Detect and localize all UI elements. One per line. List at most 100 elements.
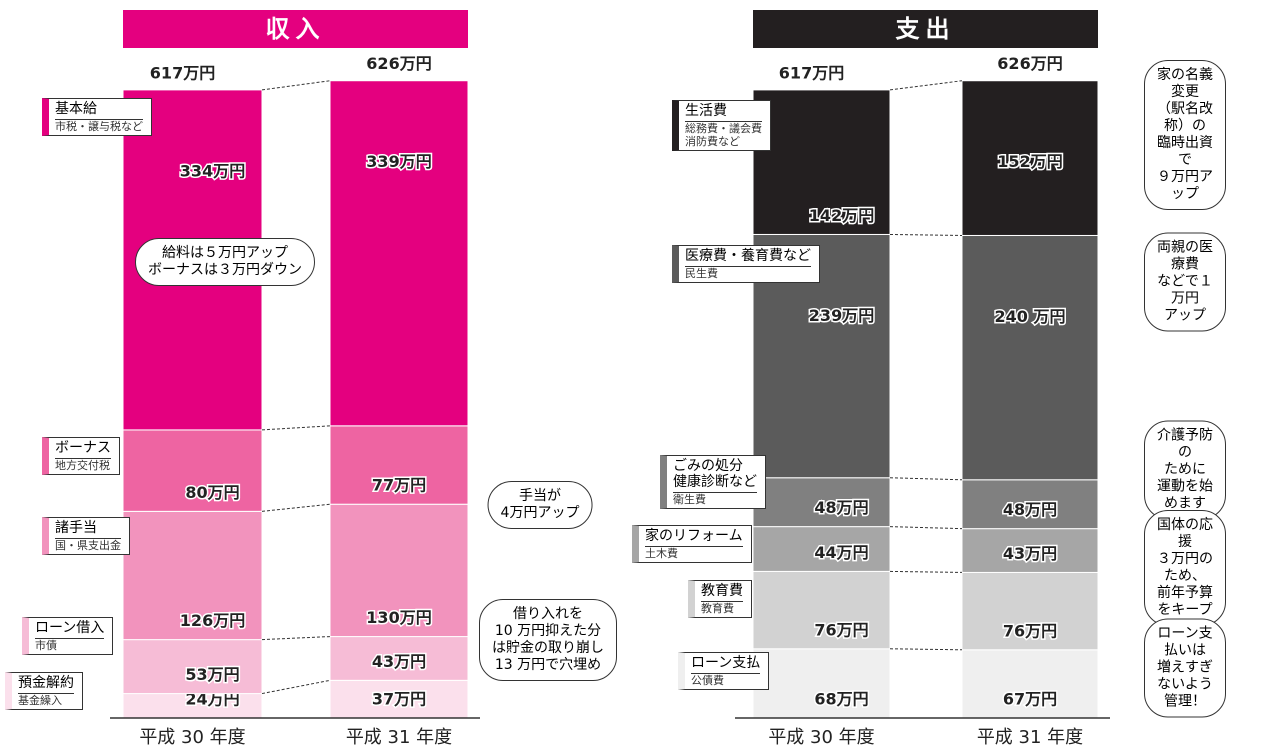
- category-box: ローン支払 公債費: [678, 652, 770, 690]
- bar-segment: [329, 503, 469, 638]
- connector: [261, 425, 331, 431]
- title-banner: [123, 10, 468, 48]
- bar-segment: [961, 528, 1099, 573]
- speech-bubble: ローン支払いは 増えすぎ ないよう管理！: [1144, 618, 1226, 718]
- bar-segment: [122, 510, 263, 641]
- value-label: 80万円: [185, 483, 239, 502]
- value-label: 152万円: [997, 152, 1062, 171]
- value-label: 76万円: [1003, 621, 1057, 640]
- category-label: 平成 31 年度: [977, 727, 1083, 747]
- connector: [261, 80, 331, 91]
- bar-segment: [961, 80, 1099, 236]
- value-label: 37万円: [372, 690, 426, 709]
- category-subtitle: 国・県支出金: [55, 538, 121, 552]
- value-label: 68万円: [814, 690, 868, 709]
- bar-segment: [961, 649, 1099, 719]
- category-name: 諸手当: [55, 520, 97, 536]
- speech-bubble: 家の名義変更 （駅名改称）の 臨時出資で ９万円アップ: [1144, 60, 1226, 210]
- bar-segment: [752, 89, 891, 235]
- total-label: 617万円: [779, 63, 844, 82]
- bar-segment: [122, 639, 263, 695]
- connector: [261, 503, 331, 512]
- category-label: 平成 30 年度: [768, 727, 874, 747]
- category-name: 家のリフォーム: [645, 528, 743, 544]
- value-label: 43万円: [372, 652, 426, 671]
- speech-bubble: 手当が 4万円アップ: [487, 481, 593, 529]
- bar-segment: [329, 636, 469, 681]
- category-box: ローン借入 市債: [22, 617, 114, 655]
- value-label: 142万円: [809, 206, 874, 225]
- value-label: 240 万円: [995, 307, 1066, 326]
- bar-segment: [122, 693, 263, 719]
- value-label: 48万円: [814, 498, 868, 517]
- category-name: ローン支払: [691, 655, 761, 671]
- category-name: 生活費: [685, 103, 727, 119]
- category-subtitle: 市税・譲与税など: [55, 119, 143, 133]
- category-name: ごみの処分 健康診断など: [673, 458, 757, 490]
- category-name: 基本給: [55, 101, 97, 117]
- value-label: 130万円: [366, 608, 431, 627]
- value-label: 43万円: [1003, 544, 1057, 563]
- bar-segment: [752, 570, 891, 650]
- bar-segment: [752, 477, 891, 528]
- category-name: 教育費: [701, 583, 743, 599]
- value-label: 67万円: [1003, 690, 1057, 709]
- category-label: 平成 31 年度: [346, 727, 452, 747]
- value-label: 44万円: [814, 543, 868, 562]
- category-subtitle: 民生費: [685, 266, 811, 280]
- value-label: 126万円: [180, 611, 245, 630]
- connector: [261, 679, 331, 695]
- bar-segment: [961, 234, 1099, 481]
- total-label: 617万円: [150, 63, 215, 82]
- value-label: 339万円: [366, 152, 431, 171]
- connector: [261, 636, 331, 641]
- category-box: 預金解約 基金繰入: [5, 672, 83, 710]
- connector: [889, 648, 963, 651]
- category-name: 預金解約: [18, 675, 74, 691]
- connector: [889, 477, 963, 481]
- category-subtitle: 総務費・議会費 消防費など: [685, 121, 762, 148]
- category-box: ボーナス 地方交付税: [42, 437, 120, 475]
- category-name: ボーナス: [55, 440, 111, 456]
- category-subtitle: 公債費: [691, 673, 761, 687]
- category-name: 医療費・養育費など: [685, 248, 811, 264]
- value-label: 77万円: [372, 476, 426, 495]
- connector: [889, 526, 963, 530]
- value-label: 48万円: [1003, 500, 1057, 519]
- speech-bubble: 国体の応援 ３万円のため、 前年予算をキープ: [1144, 510, 1226, 626]
- category-subtitle: 市債: [35, 638, 105, 652]
- speech-bubble: 給料は５万円アップ ボーナスは３万円ダウン: [135, 238, 315, 286]
- category-subtitle: 土木費: [645, 546, 743, 560]
- title-banner: [753, 10, 1098, 48]
- category-box: 教育費 教育費: [688, 580, 752, 618]
- category-name: ローン借入: [35, 620, 105, 636]
- category-box: 医療費・養育費など 民生費: [672, 245, 820, 283]
- connector: [889, 80, 963, 91]
- connector: [889, 570, 963, 573]
- speech-bubble: 借り入れを 10 万円抑えた分 は貯金の取り崩し 13 万円で穴埋め: [479, 599, 617, 681]
- bar-segment: [329, 80, 469, 427]
- total-label: 626万円: [997, 54, 1062, 73]
- value-label: 334万円: [180, 161, 245, 180]
- value-label: 53万円: [185, 665, 239, 684]
- connector: [889, 233, 963, 236]
- category-box: 諸手当 国・県支出金: [42, 517, 130, 555]
- bar-segment: [122, 429, 263, 512]
- category-label: 平成 30 年度: [139, 727, 245, 747]
- bar-segment: [752, 526, 891, 572]
- category-box: 家のリフォーム 土木費: [632, 525, 752, 563]
- chart-title: 支出: [896, 15, 956, 43]
- category-subtitle: 基金繰入: [18, 693, 74, 707]
- category-subtitle: 衛生費: [673, 492, 757, 506]
- category-subtitle: 地方交付税: [55, 458, 111, 472]
- value-label: 76万円: [814, 620, 868, 639]
- category-box: ごみの処分 健康診断など衛生費: [660, 455, 766, 509]
- category-subtitle: 教育費: [701, 601, 743, 615]
- speech-bubble: 両親の医療費 などで１万円 アップ: [1144, 232, 1226, 332]
- total-label: 626万円: [366, 54, 431, 73]
- bar-segment: [329, 679, 469, 719]
- category-box: 生活費総務費・議会費 消防費など: [672, 100, 771, 151]
- bar-segment: [752, 648, 891, 719]
